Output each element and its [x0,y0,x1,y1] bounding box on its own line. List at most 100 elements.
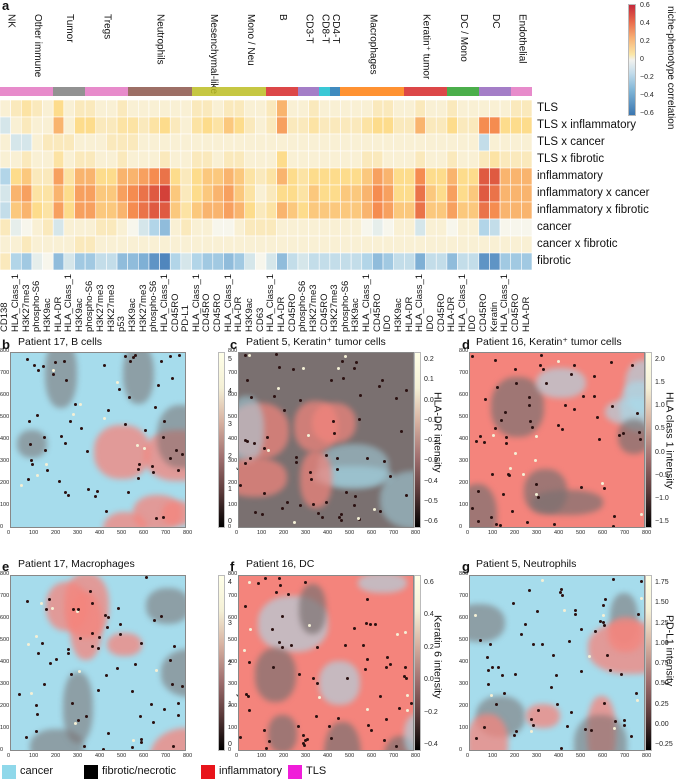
heatmap-cell [318,133,331,152]
heatmap-cell [74,100,86,118]
heatmap-cell [276,100,288,118]
heatmap-cell [404,133,416,152]
heatmap-cell [393,252,405,270]
heatmap-cell [159,218,171,237]
heatmap-cell [467,133,480,152]
heatmap-column-label: H3K27me3 [137,284,149,332]
x-axis-tick: 300 [532,753,542,759]
heatmap-cell [510,235,522,254]
y-axis-tick: 0 [0,747,4,753]
heatmap-column-label: phospho-S6 [297,280,309,332]
heatmap-cell [10,218,22,237]
heatmap-cell [223,100,235,118]
heatmap-cell [106,116,118,135]
heatmap-cell [0,133,11,152]
heatmap-cell [52,235,65,254]
heatmap-cell [446,133,458,152]
x-axis-tick: 400 [554,530,564,536]
y-axis-tick: 800 [228,571,238,577]
y-axis-tick: 200 [459,703,469,709]
heatmap-cell [84,235,97,254]
heatmap-cell [446,167,458,186]
heatmap-cell [308,167,320,186]
heatmap-cell [340,150,352,169]
heatmap-cell [297,218,309,237]
heatmap-cell [0,235,11,254]
heatmap-cell [297,167,309,186]
heatmap-cell [0,218,11,237]
heatmap-cell [265,201,277,220]
colorbar-tick: 1.00 [655,639,669,647]
heatmap-column-label: H3K9ac [73,298,85,332]
x-axis-tick: 800 [642,530,652,536]
y-axis-tick: 0 [459,524,463,530]
heatmap-cell [159,133,171,152]
colorbar-tick: 3 [228,420,232,428]
x-axis-tick: 700 [161,753,171,759]
heatmap-cell [0,184,11,203]
heatmap-cell [318,235,331,254]
heatmap-cell [180,218,192,237]
y-axis-tick: 600 [0,615,10,621]
y-axis-tick: 400 [228,436,238,442]
heatmap-cell [521,252,532,270]
heatmap-cell [393,150,405,169]
heatmap-cell [233,167,246,186]
heatmap-cell [265,252,277,270]
heatmap-cell [297,235,309,254]
heatmap-cell [286,218,299,237]
heatmap-cell [489,235,501,254]
heatmap-cell [138,116,150,135]
x-axis-tick: 600 [139,753,149,759]
heatmap-cell [457,100,469,118]
y-axis-tick: 500 [228,414,238,420]
heatmap-cell [180,116,192,135]
colorbar-tick: 0.0 [424,676,434,684]
heatmap-cell [233,218,246,237]
y-axis-tick: 700 [228,370,238,376]
heatmap-cell [31,133,43,152]
y-axis-tick: 200 [459,480,469,486]
heatmap-cell [127,252,139,270]
heatmap-cell [159,201,171,220]
group-label: Mono / Neu [245,14,257,66]
panel-title: Patient 5, Neutrophils [476,558,577,570]
y-axis-tick: 600 [228,615,238,621]
group-color-block [0,87,22,96]
heatmap-cell [116,201,128,220]
y-axis-tick: 600 [459,615,469,621]
heatmap-cell [201,201,214,220]
heatmap-cell [255,167,267,186]
heatmap-cell [106,184,118,203]
heatmap-cell [52,167,65,186]
heatmap-cell [63,150,75,169]
y-axis-tick: 0 [228,747,232,753]
heatmap-cell [297,116,309,135]
heatmap-cell [201,184,214,203]
heatmap-column-label: HLA_Class_1 [222,273,234,332]
heatmap-cell [446,150,458,169]
heatmap-cell [457,252,469,270]
heatmap-cell [127,167,139,186]
y-axis-tick: 100 [459,725,469,731]
heatmap-cell [10,100,22,118]
heatmap-cell [329,201,341,220]
heatmap-cell [74,133,86,152]
y-axis-tick: 800 [228,348,238,354]
x-axis-tick: 600 [367,753,377,759]
heatmap-cell [10,167,22,186]
group-color-block [404,87,447,96]
heatmap-cell [191,100,203,118]
heatmap-cell [276,252,288,270]
colorbar-tick: 0.00 [655,720,669,728]
colorbar-tick: 0 [228,741,232,748]
heatmap-cell [31,201,43,220]
heatmap-column-label: HLA-DR [446,296,458,332]
panel-label: d [462,337,470,352]
colorbar-tick: 1.5 [655,379,665,387]
heatmap-cell [329,116,341,135]
heatmap-cell [106,167,118,186]
heatmap-cell [31,184,43,203]
y-axis-tick: 400 [0,436,10,442]
legend-swatch [201,765,215,779]
